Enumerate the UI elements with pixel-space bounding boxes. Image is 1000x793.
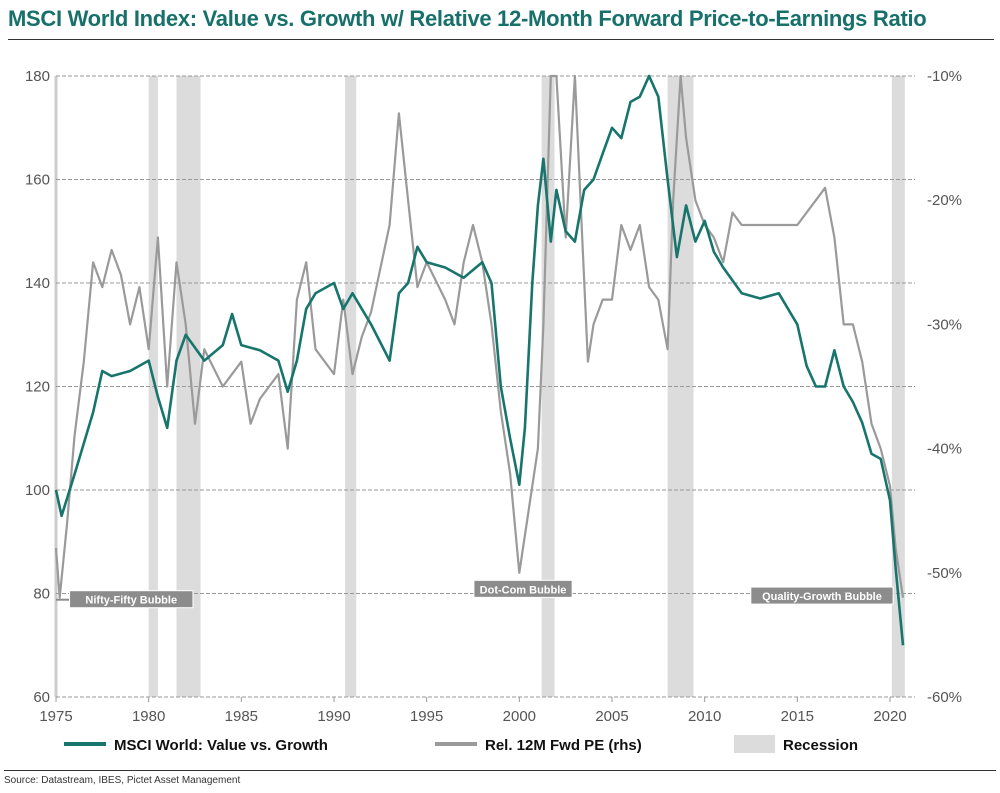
y-tick-left: 140 — [25, 275, 50, 292]
x-tick: 1980 — [132, 708, 165, 725]
series-value-vs-growth — [54, 74, 905, 646]
title-divider — [8, 39, 994, 40]
y-tick-right: -50% — [927, 565, 962, 582]
annotation-label: Quality-Growth Bubble — [762, 591, 882, 603]
source-note: Source: Datastream, IBES, Pictet Asset M… — [4, 775, 241, 786]
y-tick-left: 100 — [25, 482, 50, 499]
x-tick: 2015 — [781, 708, 814, 725]
y-tick-right: -30% — [927, 316, 962, 333]
annotation-label: Nifty-Fifty Bubble — [85, 595, 177, 607]
x-tick: 1985 — [225, 708, 258, 725]
legend-swatch-recession — [734, 735, 775, 753]
legend-label-value-vs-growth: MSCI World: Value vs. Growth — [114, 737, 328, 754]
source-divider — [4, 770, 996, 771]
x-tick: 2010 — [688, 708, 721, 725]
x-tick: 2000 — [503, 708, 536, 725]
legend-label-rel-pe: Rel. 12M Fwd PE (rhs) — [485, 737, 642, 754]
annotation-box — [473, 579, 573, 598]
y-tick-right: -20% — [927, 192, 962, 209]
x-tick: 1990 — [317, 708, 350, 725]
annotation-box — [69, 590, 194, 609]
chart-title: MSCI World Index: Value vs. Growth w/ Re… — [8, 6, 927, 31]
x-tick: 2005 — [595, 708, 628, 725]
series-rel-pe — [54, 74, 905, 599]
annotation-label: Dot-Com Bubble — [480, 584, 567, 596]
y-tick-left: 160 — [25, 172, 50, 189]
x-tick: 2020 — [873, 708, 906, 725]
x-tick: 1995 — [410, 708, 443, 725]
y-tick-right: -40% — [927, 441, 962, 458]
y-tick-left: 60 — [33, 689, 50, 706]
x-tick: 1975 — [39, 708, 72, 725]
y-tick-left: 120 — [25, 379, 50, 396]
legend-label-recession: Recession — [783, 737, 858, 754]
y-tick-right: -10% — [927, 68, 962, 85]
y-tick-left: 80 — [33, 586, 50, 603]
y-tick-left: 180 — [25, 68, 50, 85]
annotation-box — [750, 586, 894, 605]
y-tick-right: -60% — [927, 689, 962, 706]
